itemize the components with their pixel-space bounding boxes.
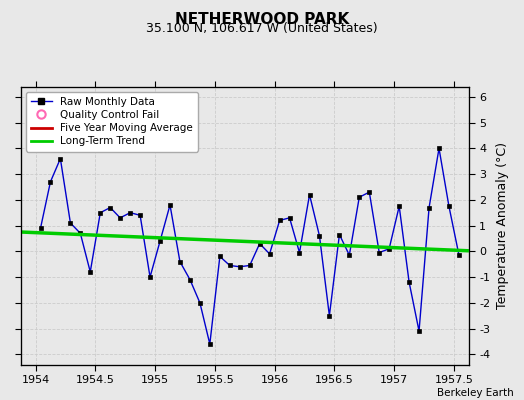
Text: 35.100 N, 106.617 W (United States): 35.100 N, 106.617 W (United States) bbox=[146, 22, 378, 35]
Y-axis label: Temperature Anomaly (°C): Temperature Anomaly (°C) bbox=[496, 142, 509, 309]
Legend: Raw Monthly Data, Quality Control Fail, Five Year Moving Average, Long-Term Tren: Raw Monthly Data, Quality Control Fail, … bbox=[26, 92, 198, 152]
Text: NETHERWOOD PARK: NETHERWOOD PARK bbox=[175, 12, 349, 27]
Text: Berkeley Earth: Berkeley Earth bbox=[437, 388, 514, 398]
